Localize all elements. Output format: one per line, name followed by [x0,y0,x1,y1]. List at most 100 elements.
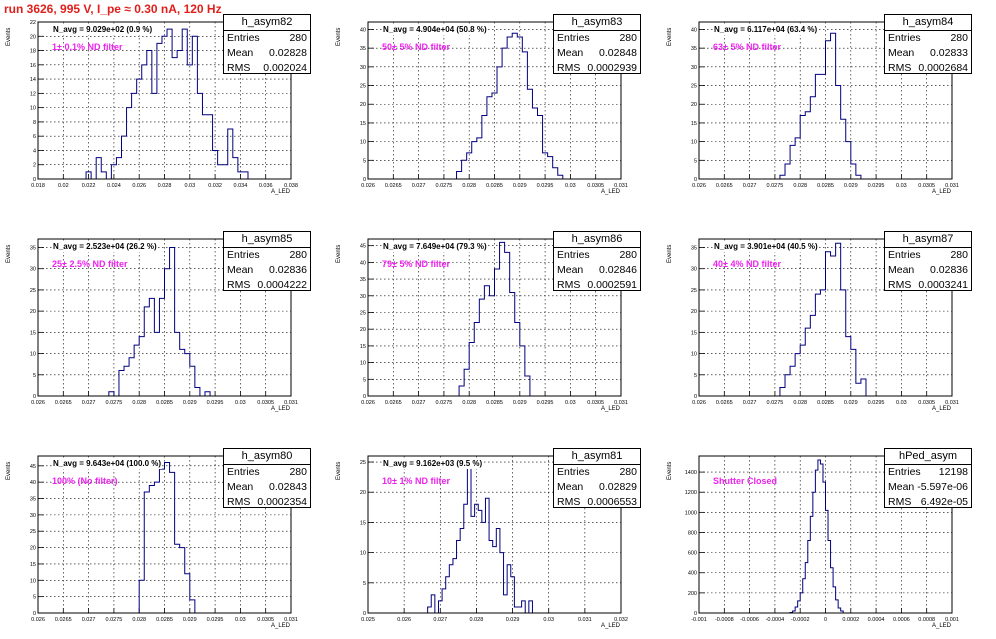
plot-frame [37,455,292,614]
y-tick-label: 10 [30,578,36,584]
stats-mean-label: Mean [227,481,254,493]
y-tick-label: 10 [360,140,366,146]
x-tick-label: -0.0002 [791,617,810,623]
stats-box: h_asym82 Entries 280 Mean 0.02828 RMS 0.002024 [223,14,311,74]
plot-frame [698,238,953,397]
n-avg-label: N_avg = 9.162e+03 (9.5 %) [382,459,484,469]
histogram-series [85,28,249,180]
y-tick-label: 5 [363,158,366,164]
stats-entries-label: Entries [227,249,260,261]
y-tick-label: 22 [30,20,36,26]
y-tick-label: 30 [360,294,366,300]
x-tick-label: 0.031 [945,400,959,406]
y-tick-label: 40 [360,27,366,33]
y-tick-label: 18 [30,49,36,55]
stats-rms-value: 0.0002591 [587,279,637,291]
stats-row-mean: Mean 0.02843 [224,480,310,495]
x-tick-label: 0.027 [743,400,757,406]
stats-row-rms: RMS 0.002024 [224,61,310,76]
stats-row-entries: Entries 280 [224,248,310,263]
stats-row-rms: RMS 6.492e-05 [885,495,971,510]
plot-frame [698,455,953,614]
stats-entries-label: Entries [227,32,260,44]
filter-label: 79± 5% ND filter [382,259,450,269]
y-tick-label: 20 [691,102,697,108]
histogram-panel: 0.018 0.02 0.022 0.024 0.026 0.028 0.03 0.032 0.… [0,0,330,205]
x-tick-label: 0.0285 [486,183,503,189]
y-axis-label: Events [667,461,673,480]
y-tick-label: 0 [694,611,697,617]
x-tick-label: 0.0295 [207,617,224,623]
y-tick-label: 45 [360,244,366,250]
x-tick-label: 0.031 [945,183,959,189]
filter-label: 50± 5% ND filter [382,42,450,52]
stats-rms-value: 0.0003241 [918,279,968,291]
filter-label: 100% (No filter) [52,476,118,486]
y-axis-label: Events [667,244,673,263]
n-avg-label: N_avg = 7.649e+04 (79.3 %) [382,242,488,252]
y-axis-label: Events [336,244,342,263]
stats-box: h_asym85 Entries 280 Mean 0.02836 RMS 0.000422… [223,231,311,291]
y-tick-label: 20 [30,546,36,552]
x-tick-label: 0.026 [361,183,375,189]
stats-rms-label: RMS [557,62,581,74]
stats-rms-label: RMS [888,279,912,291]
stats-box: h_asym80 Entries 280 Mean 0.02843 RMS 0.000235… [223,448,311,508]
x-tick-label: -0.001 [691,617,707,623]
stats-entries-label: Entries [227,466,260,478]
x-tick-label: 0.029 [513,400,527,406]
x-tick-label: 0.028 [793,400,807,406]
y-tick-label: 20 [30,34,36,40]
stats-rms-value: 0.0002684 [918,62,968,74]
x-tick-label: 0.026 [132,183,146,189]
x-tick-label: 0.001 [945,617,959,623]
histogram-panel: 0.025 0.026 0.027 0.028 0.029 0.03 0.031 0.032 0… [330,434,660,639]
x-tick-label: 0.03 [235,617,246,623]
stats-entries-label: Entries [888,249,921,261]
stats-entries-value: 280 [289,466,307,478]
x-axis-label: A_LED [601,189,621,195]
x-axis-label: A_LED [601,623,621,629]
y-tick-label: 4 [33,148,36,154]
stats-row-entries: Entries 12198 [885,465,971,480]
y-tick-label: 15 [360,344,366,350]
y-tick-label: 0 [363,611,366,617]
stats-row-rms: RMS 0.0006553 [554,495,640,510]
y-axis-label: Events [336,27,342,46]
y-tick-label: 15 [691,330,697,336]
x-tick-label: 0.0275 [105,617,122,623]
x-tick-label: 0.027 [412,183,426,189]
x-tick-label: 0.026 [31,617,45,623]
histogram-panel: 0.026 0.0265 0.027 0.0275 0.028 0.0285 0.029 0.… [661,0,991,205]
x-tick-label: 0.0275 [105,400,122,406]
histogram-name: h_asym81 [554,449,640,465]
stats-entries-value: 280 [950,32,968,44]
y-tick-label: 200 [688,591,697,597]
filter-label: Shutter Closed [713,476,778,486]
histogram-plot: -0.001 -0.0008 -0.0006 -0.0004 -0.0002 0 0.000… [685,455,959,623]
x-tick-label: 0.031 [284,617,298,623]
y-axis-label: Events [336,461,342,480]
y-tick-label: 12 [30,91,36,97]
histogram-series [427,467,533,614]
y-tick-label: 30 [691,267,697,273]
x-tick-label: 0.0002 [842,617,859,623]
x-tick-label: 0.028 [132,400,146,406]
x-tick-label: 0.026 [692,183,706,189]
y-tick-label: 40 [30,480,36,486]
y-tick-label: 35 [691,245,697,251]
y-tick-label: 25 [360,84,366,90]
x-axis-label: A_LED [601,406,621,412]
stats-row-rms: RMS 0.0002591 [554,278,640,293]
x-tick-label: 0.029 [183,617,197,623]
x-tick-label: 0.028 [470,617,484,623]
y-tick-label: 0 [33,611,36,617]
x-tick-label: 0.0285 [817,400,834,406]
stats-row-mean: Mean -5.597e-06 [885,480,971,495]
x-tick-label: 0 [824,617,827,623]
y-tick-label: 5 [33,373,36,379]
y-tick-label: 25 [691,288,697,294]
y-tick-label: 30 [30,513,36,519]
y-tick-label: 10 [360,361,366,367]
stats-mean-value: 0.02846 [599,264,637,276]
